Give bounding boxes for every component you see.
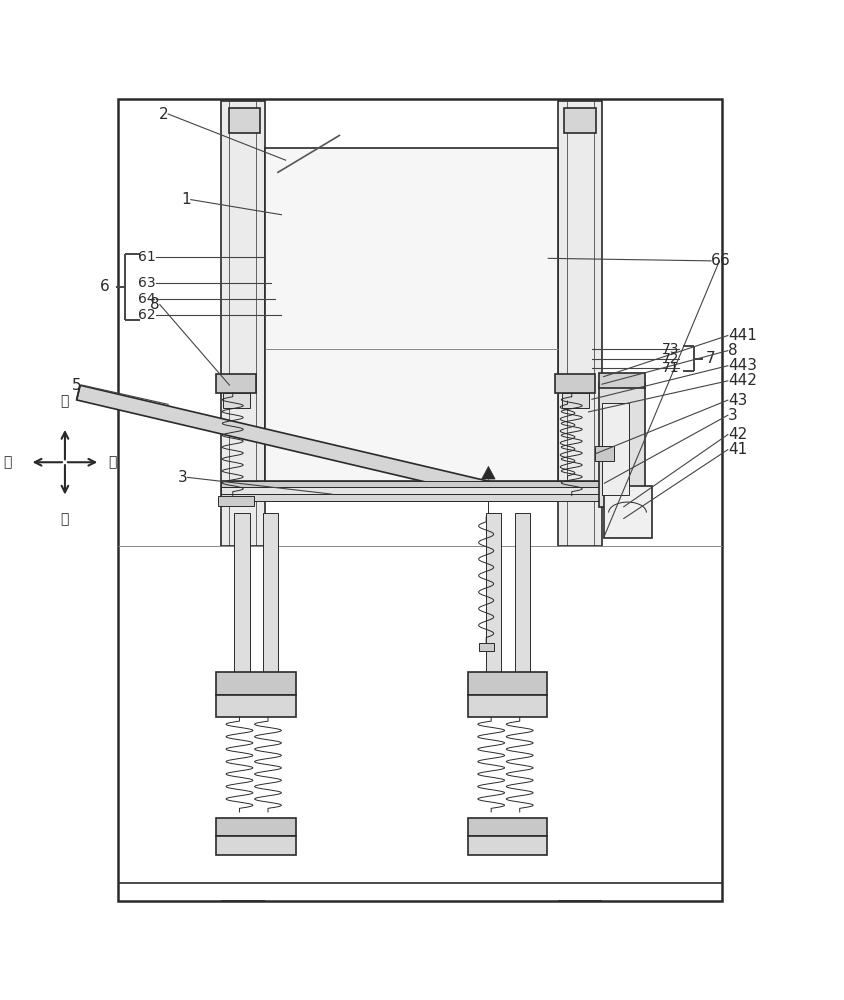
Bar [221,101,264,546]
Bar [216,374,256,393]
Bar [478,643,493,651]
Bar [467,818,547,836]
Bar [228,108,260,133]
Text: 3: 3 [177,470,187,485]
Text: 71: 71 [661,361,679,375]
Bar [223,393,249,408]
Bar [216,695,295,717]
Text: 3: 3 [727,408,737,423]
Text: 下: 下 [61,513,69,527]
Bar [603,486,652,538]
Bar [221,487,603,494]
Text: 61: 61 [138,250,155,264]
Text: 441: 441 [727,328,755,343]
Bar [467,672,547,695]
Bar [262,513,278,672]
Text: 6: 6 [718,253,728,268]
Bar [219,496,253,506]
Bar [485,513,500,672]
Bar [264,148,558,483]
Text: 1: 1 [181,192,191,207]
Bar [598,373,644,388]
Text: 442: 442 [727,373,755,388]
Bar [117,99,721,901]
Bar [558,101,601,546]
Text: 73: 73 [661,342,679,356]
Text: 后: 后 [3,455,11,469]
Text: 64: 64 [138,292,155,306]
Text: 5: 5 [72,378,82,393]
Bar [234,513,249,672]
Bar [594,446,613,461]
Bar [467,695,547,717]
Text: 前: 前 [108,455,116,469]
Bar [221,494,603,501]
Polygon shape [77,385,500,499]
Bar [564,108,595,133]
Bar [514,513,529,672]
Bar [216,672,295,695]
Bar [598,383,644,507]
Bar [216,818,295,836]
Text: 41: 41 [727,442,746,457]
Polygon shape [481,466,495,479]
Text: 62: 62 [138,308,155,322]
Text: 6: 6 [100,279,109,294]
Text: 72: 72 [661,352,679,366]
Bar [555,374,594,393]
Text: 8: 8 [727,343,737,358]
Bar [467,836,547,855]
Text: 上: 上 [61,395,69,409]
Text: 63: 63 [138,276,155,290]
Bar [561,393,587,408]
Bar [216,836,295,855]
Text: 8: 8 [150,297,160,312]
Bar [221,481,603,487]
Bar [601,403,628,495]
Text: 7: 7 [706,351,715,366]
Text: 2: 2 [159,107,168,122]
Text: 42: 42 [727,427,746,442]
Text: 43: 43 [727,393,746,408]
Text: 443: 443 [727,358,756,373]
Text: 6: 6 [710,253,720,268]
